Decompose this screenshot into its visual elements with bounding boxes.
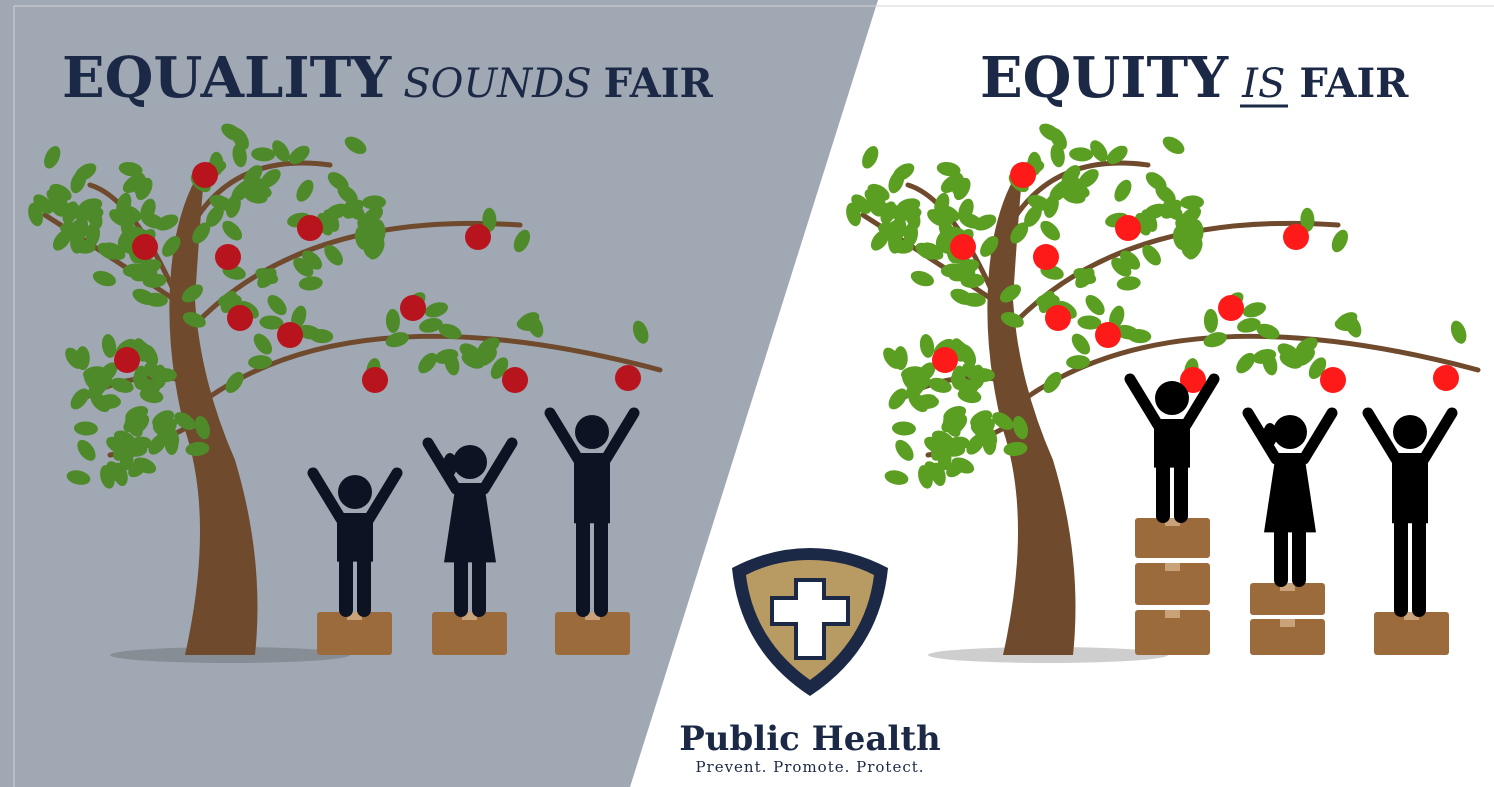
infographic: EQUALITYSOUNDS FAIR EQUITY IS FAIR Public H… [0, 0, 1494, 787]
apple [1045, 305, 1071, 331]
apple [1283, 224, 1309, 250]
apple [950, 234, 976, 260]
apple [297, 215, 323, 241]
title-qualifier: IS [1241, 61, 1285, 107]
apple [1115, 215, 1141, 241]
logo-name: Public Health [679, 719, 941, 759]
apple [1320, 367, 1346, 393]
logo-tagline: Prevent. Promote. Protect. [695, 758, 924, 776]
person-head [1393, 415, 1427, 449]
person-head [1273, 415, 1307, 449]
apple [132, 234, 158, 260]
apple [465, 224, 491, 250]
apple [1433, 365, 1459, 391]
title-main: EQUALITY [62, 45, 392, 111]
apple [502, 367, 528, 393]
apple [362, 367, 388, 393]
apple [400, 295, 426, 321]
apple [277, 322, 303, 348]
title-main: EQUITY [980, 45, 1229, 111]
title-end: FAIR [1299, 60, 1409, 107]
person-head [575, 415, 609, 449]
box-tape [1280, 619, 1295, 627]
box-tape [1165, 563, 1180, 571]
apple [1010, 162, 1036, 188]
person-head [338, 475, 372, 509]
apple [1095, 322, 1121, 348]
page: EQUALITYSOUNDS FAIR EQUITY IS FAIR Public H… [0, 0, 1494, 787]
person-head [1155, 381, 1189, 415]
apple [192, 162, 218, 188]
apple [1033, 244, 1059, 270]
apple [227, 305, 253, 331]
apple [932, 347, 958, 373]
apple [215, 244, 241, 270]
person-head [453, 445, 487, 479]
title-end: FAIR [604, 60, 714, 107]
apple [114, 347, 140, 373]
apple [1218, 295, 1244, 321]
apple [615, 365, 641, 391]
box-tape [1165, 610, 1180, 618]
title-qualifier: SOUNDS [403, 61, 591, 107]
